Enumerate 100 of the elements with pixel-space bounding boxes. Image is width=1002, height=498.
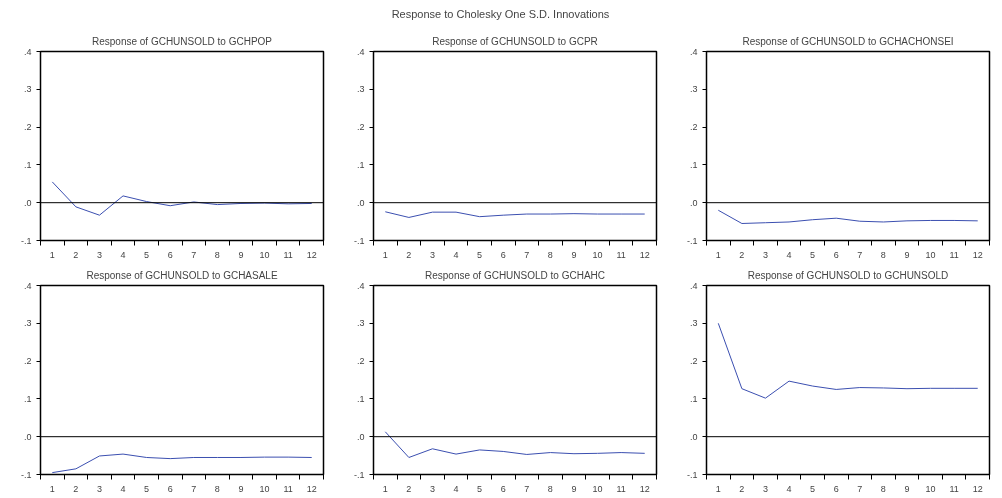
x-tick-label: 5 (477, 249, 483, 260)
y-tick-label: .1 (689, 159, 698, 170)
x-tick-label: 10 (259, 483, 270, 494)
y-tick-label: .2 (689, 356, 698, 367)
x-tick-label: 8 (547, 249, 553, 260)
chart-title: Response of GCHUNSOLD to GCHUNSOLD (747, 269, 949, 281)
y-tick-label: .3 (23, 84, 32, 95)
x-tick-label: 1 (382, 483, 388, 494)
x-tick-label: 5 (144, 483, 150, 494)
chart-title: Response of GCHUNSOLD to GCPR (432, 35, 598, 47)
x-tick-label: 12 (306, 249, 317, 260)
x-tick-label: 10 (592, 249, 603, 260)
x-tick-label: 4 (786, 483, 792, 494)
x-tick-label: 7 (857, 483, 863, 494)
y-tick-label: .2 (356, 356, 365, 367)
x-tick-label: 4 (453, 249, 459, 260)
x-tick-label: 10 (925, 483, 936, 494)
y-tick-label: .4 (356, 280, 365, 291)
x-tick-label: 1 (715, 483, 721, 494)
y-tick-label: .0 (689, 197, 698, 208)
x-tick-label: 2 (73, 483, 79, 494)
x-tick-label: 9 (904, 483, 910, 494)
x-tick-label: 6 (500, 249, 506, 260)
x-tick-label: 5 (810, 483, 816, 494)
x-tick-label: 3 (96, 483, 102, 494)
x-tick-label: 4 (453, 483, 459, 494)
x-tick-label: 9 (571, 483, 577, 494)
x-tick-label: 7 (191, 483, 197, 494)
y-tick-label: .4 (356, 46, 365, 57)
x-tick-label: 12 (639, 483, 650, 494)
y-tick-label: .0 (356, 197, 365, 208)
y-tick-label: .3 (23, 318, 32, 329)
x-tick-label: 6 (833, 249, 839, 260)
x-tick-label: 5 (144, 249, 150, 260)
x-tick-label: 1 (715, 249, 721, 260)
y-tick-label: .2 (689, 122, 698, 133)
y-tick-label: -.1 (21, 469, 32, 480)
y-tick-label: .1 (23, 393, 32, 404)
y-tick-label: .2 (23, 122, 32, 133)
x-tick-label: 1 (49, 249, 55, 260)
x-tick-label: 3 (762, 249, 768, 260)
y-tick-label: -.1 (354, 469, 365, 480)
x-tick-label: 8 (214, 249, 220, 260)
x-tick-label: 3 (96, 249, 102, 260)
x-tick-label: 12 (639, 249, 650, 260)
x-tick-label: 1 (382, 249, 388, 260)
x-tick-label: 11 (949, 249, 959, 260)
x-tick-label: 12 (972, 249, 983, 260)
text: Response to Cholesky One S.D. Innovations (391, 7, 610, 20)
y-tick-label: .3 (356, 318, 365, 329)
y-tick-label: .3 (356, 84, 365, 95)
x-tick-label: 8 (880, 249, 886, 260)
y-tick-label: .0 (356, 431, 365, 442)
x-tick-label: 2 (739, 483, 745, 494)
y-tick-label: .0 (689, 431, 698, 442)
x-tick-label: 8 (880, 483, 886, 494)
x-tick-label: 5 (810, 249, 816, 260)
y-tick-label: -.1 (687, 469, 698, 480)
x-tick-label: 8 (547, 483, 553, 494)
x-tick-label: 4 (120, 483, 126, 494)
y-tick-label: .4 (689, 46, 698, 57)
x-tick-label: 7 (191, 249, 197, 260)
chart-title: Response of GCHUNSOLD to GCHASALE (86, 269, 278, 281)
x-tick-label: 9 (571, 249, 577, 260)
x-tick-label: 2 (739, 249, 745, 260)
x-tick-label: 11 (283, 249, 293, 260)
x-tick-label: 6 (167, 483, 173, 494)
x-tick-label: 9 (238, 483, 244, 494)
x-tick-label: 2 (406, 483, 412, 494)
x-tick-label: 5 (477, 483, 483, 494)
x-tick-label: 2 (73, 249, 79, 260)
y-tick-label: .0 (23, 431, 32, 442)
x-tick-label: 7 (524, 249, 530, 260)
y-tick-label: .2 (356, 122, 365, 133)
x-tick-label: 1 (49, 483, 55, 494)
y-tick-label: .4 (23, 46, 32, 57)
x-tick-label: 9 (904, 249, 910, 260)
x-tick-label: 10 (592, 483, 603, 494)
x-tick-label: 6 (167, 249, 173, 260)
x-tick-label: 4 (786, 249, 792, 260)
y-tick-label: .4 (23, 280, 32, 291)
y-tick-label: .0 (23, 197, 32, 208)
x-tick-label: 11 (283, 483, 293, 494)
x-tick-label: 4 (120, 249, 126, 260)
x-tick-label: 11 (616, 483, 626, 494)
y-tick-label: .3 (689, 84, 698, 95)
y-tick-label: .1 (689, 393, 698, 404)
x-tick-label: 7 (524, 483, 530, 494)
chart-title: Response of GCHUNSOLD to GCHPOP (91, 35, 273, 47)
x-tick-label: 3 (429, 249, 435, 260)
x-tick-label: 8 (214, 483, 220, 494)
x-tick-label: 3 (429, 483, 435, 494)
y-tick-label: -.1 (21, 235, 32, 246)
chart-title: Response of GCHUNSOLD to GCHACHONSEI (742, 35, 954, 47)
y-tick-label: .2 (23, 356, 32, 367)
chart-title: Response of GCHUNSOLD to GCHAHC (424, 269, 606, 281)
y-tick-label: .1 (23, 159, 32, 170)
x-tick-label: 11 (949, 483, 959, 494)
y-tick-label: -.1 (687, 235, 698, 246)
x-tick-label: 7 (857, 249, 863, 260)
